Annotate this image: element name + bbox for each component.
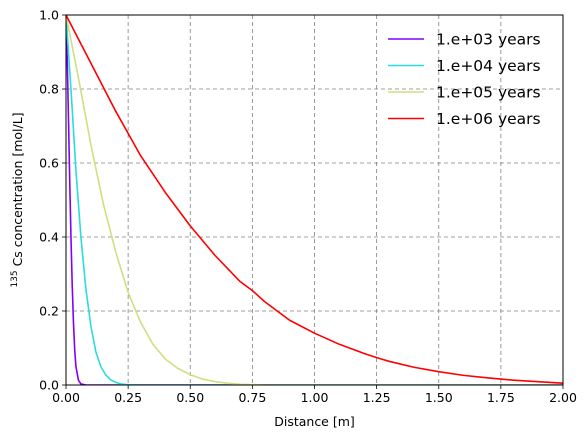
x-tick-label: 2.00 — [549, 390, 577, 405]
x-tick-label: 0.75 — [238, 390, 266, 405]
y-ticks: 0.0 0.2 0.4 0.6 0.8 1.0 — [39, 8, 66, 393]
legend-label: 1.e+05 years — [436, 84, 541, 102]
series-line-2 — [66, 14, 563, 385]
series-line-4 — [66, 14, 563, 384]
series-line-1 — [66, 14, 563, 385]
y-tick-label: 0.6 — [39, 156, 59, 171]
x-tick-label: 1.75 — [487, 390, 515, 405]
y-axis-label-superscript: 135 — [10, 270, 20, 287]
y-axis-label: 135 Cs concentration [mol/L] — [10, 112, 25, 287]
y-tick-label: 0.2 — [39, 304, 59, 319]
x-axis-label: Distance [m] — [274, 414, 355, 429]
x-tick-label: 1.25 — [363, 390, 391, 405]
x-tick-label: 0.00 — [52, 390, 80, 405]
y-tick-label: 0.8 — [39, 82, 59, 97]
y-axis-label-text: Cs concentration [mol/L] — [10, 112, 25, 270]
x-tick-label: 0.50 — [176, 390, 204, 405]
legend-label: 1.e+04 years — [436, 57, 541, 75]
x-ticks: 0.00 0.25 0.50 0.75 1.00 1.25 1.50 1.75 2.00 — [52, 385, 577, 405]
x-tick-label: 0.25 — [114, 390, 142, 405]
x-tick-label: 1.00 — [301, 390, 329, 405]
x-tick-label: 1.50 — [425, 390, 453, 405]
legend-label: 1.e+03 years — [436, 31, 541, 49]
legend-label: 1.e+06 years — [436, 110, 541, 128]
y-tick-label: 0.4 — [39, 230, 59, 245]
y-tick-label: 1.0 — [39, 8, 59, 23]
legend: 1.e+03 years 1.e+04 years 1.e+05 years 1.e+… — [388, 31, 541, 128]
y-tick-label: 0.0 — [39, 378, 59, 393]
